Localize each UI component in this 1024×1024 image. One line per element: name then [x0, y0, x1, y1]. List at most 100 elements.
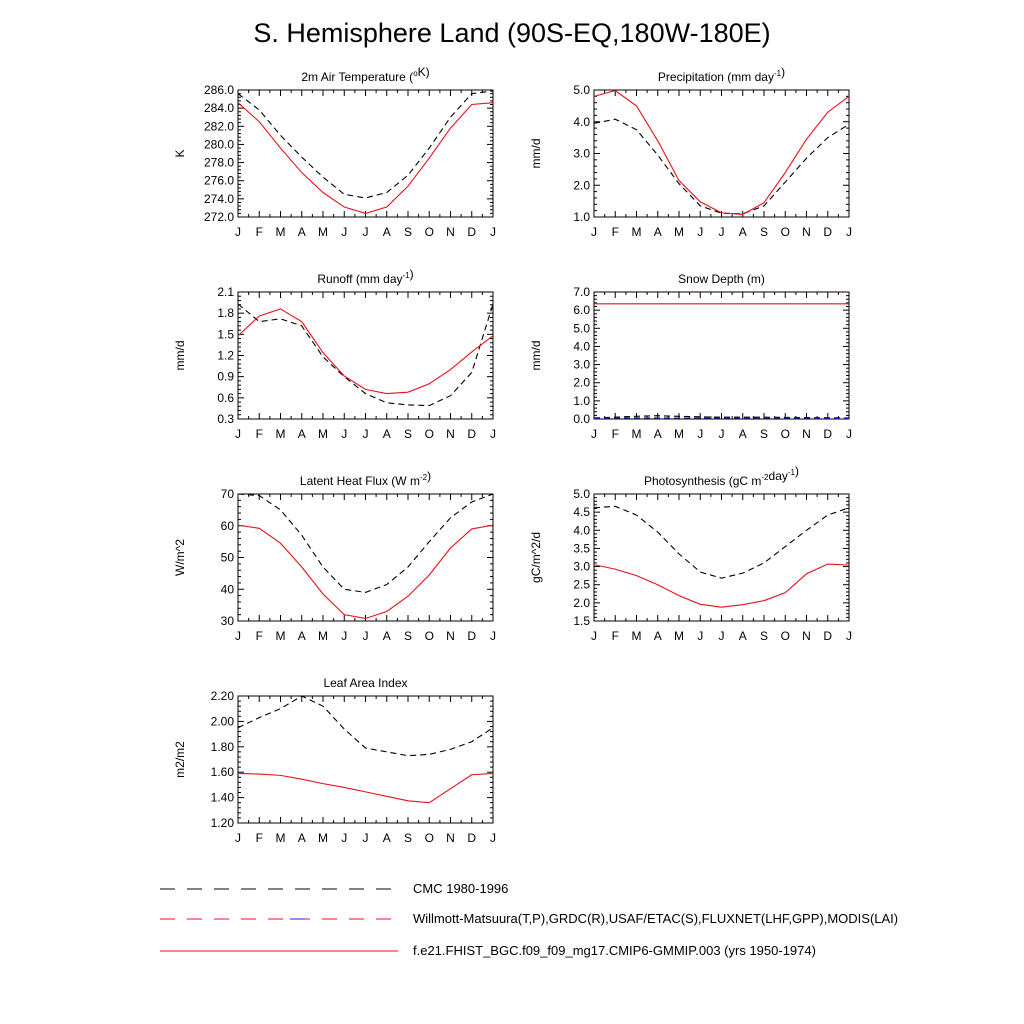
y-tick-label: 1.5: [573, 614, 590, 628]
x-tick-label: F: [256, 427, 263, 441]
x-tick-label: J: [235, 629, 241, 643]
y-tick-label: 5.0: [573, 321, 590, 335]
y-tick-label: 7.0: [573, 285, 590, 299]
y-tick-label: 1.20: [211, 816, 235, 830]
x-tick-label: N: [802, 629, 811, 643]
x-tick-label: D: [467, 831, 476, 845]
x-tick-label: J: [846, 225, 852, 239]
y-tick-label: 276.0: [204, 174, 234, 188]
y-tick-label: 1.0: [573, 210, 590, 224]
x-tick-label: S: [760, 427, 768, 441]
x-tick-label: S: [760, 629, 768, 643]
x-tick-label: J: [591, 629, 597, 643]
y-tick-label: 4.5: [573, 505, 590, 519]
plot-frame: [593, 291, 850, 420]
y-tick-label: 1.2: [217, 349, 234, 363]
x-tick-label: M: [276, 831, 286, 845]
y-tick-label: 2.20: [211, 689, 235, 703]
y-tick-label: 280.0: [204, 137, 234, 151]
x-tick-label: A: [383, 427, 391, 441]
x-tick-label: O: [781, 225, 790, 239]
y-tick-label: 6.0: [573, 303, 590, 317]
y-tick-label: 282.0: [204, 119, 234, 133]
y-tick-label: 0.9: [217, 370, 234, 384]
x-tick-label: F: [612, 427, 619, 441]
series-line-model: [237, 308, 494, 395]
y-tick-label: 284.0: [204, 101, 234, 115]
y-tick-label: 3.0: [573, 358, 590, 372]
chart-title: Leaf Area Index: [323, 676, 407, 690]
y-tick-label: 1.0: [573, 394, 590, 408]
x-tick-label: J: [846, 629, 852, 643]
x-tick-label: J: [341, 427, 347, 441]
x-tick-label: O: [425, 427, 434, 441]
chart-title: 2m Air Temperature (oK): [301, 65, 429, 84]
y-tick-label: 0.6: [217, 391, 234, 405]
x-tick-label: M: [674, 629, 684, 643]
x-tick-label: A: [298, 225, 306, 239]
x-tick-label: A: [654, 225, 662, 239]
x-tick-label: J: [363, 427, 369, 441]
x-tick-label: S: [760, 225, 768, 239]
y-axis-label: mm/d: [529, 139, 543, 169]
page-title: S. Hemisphere Land (90S-EQ,180W-180E): [253, 18, 771, 48]
y-tick-label: 1.80: [211, 740, 235, 754]
x-tick-label: J: [490, 629, 496, 643]
x-tick-label: J: [363, 225, 369, 239]
x-tick-label: D: [823, 629, 832, 643]
chart-title: Snow Depth (m): [678, 272, 765, 286]
x-tick-label: N: [446, 831, 455, 845]
x-tick-label: J: [490, 225, 496, 239]
y-tick-label: 2.5: [573, 578, 590, 592]
x-tick-label: N: [802, 225, 811, 239]
series-line-obs: [237, 90, 494, 199]
x-tick-label: A: [383, 831, 391, 845]
x-tick-label: J: [591, 225, 597, 239]
y-tick-label: 3.0: [573, 560, 590, 574]
chart-snow: Snow Depth (m) mm/d 0.0 1.0 2.0 3.0 4.0 5.0 6.0 7…: [529, 272, 852, 441]
series-line-model: [237, 102, 494, 214]
x-tick-label: J: [697, 225, 703, 239]
x-tick-label: M: [318, 629, 328, 643]
chart-lai: Leaf Area Index m2/m2 1.20 1.40 1.60 1.80 2.00…: [173, 676, 496, 845]
series-line-model: [237, 524, 494, 620]
x-tick-label: A: [654, 427, 662, 441]
x-tick-label: M: [276, 427, 286, 441]
x-tick-label: F: [256, 831, 263, 845]
x-tick-label: M: [318, 427, 328, 441]
chart-gpp: Photosynthesis (gC m-2day-1) gC/m^2/d 1.5 2…: [529, 464, 852, 643]
chart-title: Latent Heat Flux (W m-2): [300, 469, 431, 488]
x-tick-label: A: [739, 225, 747, 239]
y-tick-label: 3.0: [573, 147, 590, 161]
y-tick-label: 278.0: [204, 156, 234, 170]
x-tick-label: M: [674, 225, 684, 239]
x-tick-label: M: [632, 629, 642, 643]
x-tick-label: M: [674, 427, 684, 441]
plot-frame: [593, 493, 850, 622]
y-tick-label: 1.40: [211, 791, 235, 805]
x-tick-label: J: [719, 629, 725, 643]
series-line-obs: [593, 118, 850, 215]
x-tick-label: O: [425, 831, 434, 845]
chart-title: Photosynthesis (gC m-2day-1): [644, 464, 799, 488]
x-tick-label: D: [467, 629, 476, 643]
x-tick-label: S: [404, 629, 412, 643]
y-tick-label: 274.0: [204, 192, 234, 206]
x-tick-label: D: [823, 427, 832, 441]
y-tick-label: 1.8: [217, 306, 234, 320]
chart-title: Runoff (mm day-1): [317, 267, 413, 286]
x-tick-label: N: [446, 629, 455, 643]
x-tick-label: M: [276, 225, 286, 239]
x-tick-label: O: [781, 629, 790, 643]
y-tick-label: 60: [221, 519, 235, 533]
x-tick-label: N: [446, 427, 455, 441]
x-tick-label: J: [235, 831, 241, 845]
plot-frame: [237, 493, 494, 622]
x-tick-label: O: [781, 427, 790, 441]
y-tick-label: 2.00: [211, 714, 235, 728]
y-tick-label: 4.0: [573, 523, 590, 537]
y-tick-label: 2.0: [573, 178, 590, 192]
x-tick-label: D: [823, 225, 832, 239]
x-tick-label: J: [341, 629, 347, 643]
x-tick-label: A: [298, 831, 306, 845]
